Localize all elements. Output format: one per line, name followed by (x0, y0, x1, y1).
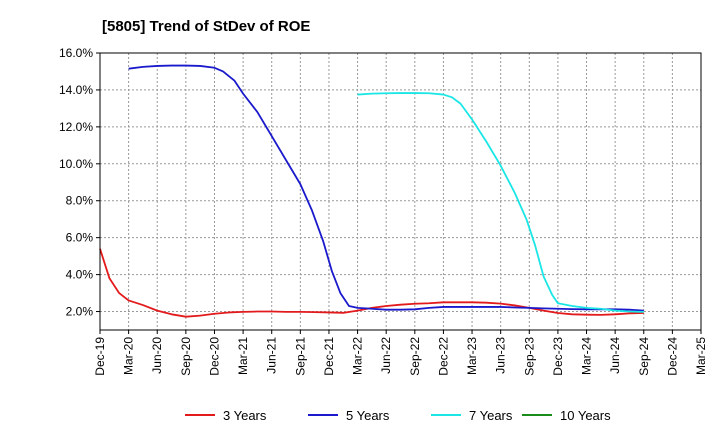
x-tick-label: Mar-22 (351, 337, 365, 375)
x-tick-label: Sep-24 (637, 337, 651, 376)
x-tick-label: Sep-21 (293, 337, 307, 376)
plot-area-border (99, 52, 702, 331)
legend-label-0: 3 Years (223, 408, 267, 423)
x-tick-label: Jun-22 (379, 337, 393, 374)
x-tick-label: Mar-25 (694, 337, 708, 375)
legend-label-1: 5 Years (346, 408, 390, 423)
x-tick-label: Mar-24 (580, 337, 594, 375)
x-tick-label: Dec-22 (436, 337, 450, 376)
series-line-2 (357, 92, 644, 313)
x-tick-label: Mar-21 (236, 337, 250, 375)
x-axis-ticks: Dec-19 Mar-20 Jun-20 Sep-20 Dec-20 Mar-21 Jun-… (93, 330, 708, 376)
series-line-0 (99, 248, 644, 318)
y-tick-label: 6.0% (66, 231, 94, 245)
x-tick-label: Sep-20 (179, 337, 193, 376)
chart-title: [5805] Trend of StDev of ROE (102, 18, 310, 35)
x-tick-label: Jun-21 (265, 337, 279, 374)
legend-label-3: 10 Years (560, 408, 611, 423)
x-tick-label: Jun-20 (150, 337, 164, 374)
y-tick-label: 8.0% (66, 194, 94, 208)
y-tick-label: 12.0% (59, 120, 93, 134)
y-tick-label: 10.0% (59, 157, 93, 171)
x-tick-label: Jun-23 (494, 337, 508, 374)
y-tick-label: 16.0% (59, 46, 93, 60)
series-line-1 (128, 64, 644, 312)
x-tick-label: Dec-20 (207, 337, 221, 376)
x-tick-label: Dec-24 (665, 337, 679, 376)
legend-label-2: 7 Years (469, 408, 513, 423)
x-tick-label: Mar-20 (122, 337, 136, 375)
x-tick-label: Jun-24 (608, 337, 622, 374)
x-tick-label: Dec-23 (551, 337, 565, 376)
y-axis-ticks: 2.0% 4.0% 6.0% 8.0% 10.0% 12.0% 14.0% 16.0% (59, 46, 100, 319)
y-tick-label: 14.0% (59, 83, 93, 97)
legend: 3 Years 5 Years 7 Years 10 Years (185, 408, 611, 423)
y-tick-label: 4.0% (66, 268, 94, 282)
y-tick-label: 2.0% (66, 305, 94, 319)
x-tick-label: Dec-19 (93, 337, 107, 376)
x-tick-label: Mar-23 (465, 337, 479, 375)
x-tick-label: Sep-22 (408, 337, 422, 376)
series-lines (99, 64, 644, 318)
x-tick-label: Sep-23 (522, 337, 536, 376)
x-tick-label: Dec-21 (322, 337, 336, 376)
grid-lines (100, 52, 701, 330)
